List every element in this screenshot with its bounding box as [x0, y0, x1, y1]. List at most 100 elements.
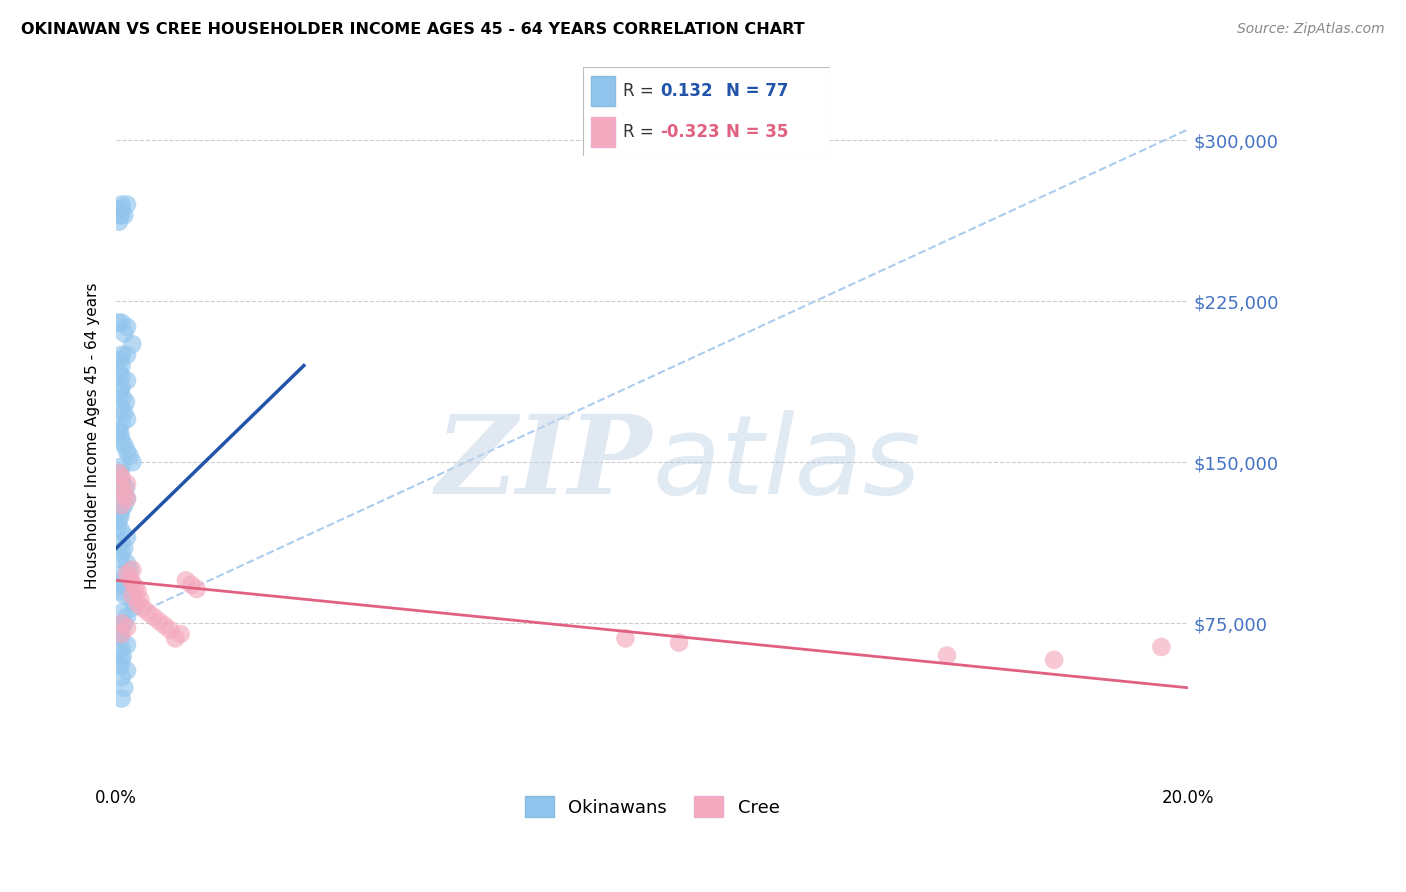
Point	[111, 606, 134, 620]
Point	[153, 618, 176, 632]
Point	[110, 208, 132, 222]
Point	[108, 423, 131, 437]
Point	[936, 648, 959, 663]
Point	[112, 208, 135, 222]
Point	[110, 466, 132, 480]
Point	[111, 316, 134, 330]
Point	[174, 574, 197, 588]
Point	[111, 653, 134, 667]
Point	[124, 599, 146, 614]
Point	[108, 202, 131, 216]
Text: ZIP: ZIP	[436, 409, 652, 517]
FancyBboxPatch shape	[583, 67, 830, 156]
Point	[111, 401, 134, 416]
FancyBboxPatch shape	[591, 76, 616, 106]
Point	[111, 359, 134, 373]
Point	[614, 632, 637, 646]
Point	[110, 552, 132, 566]
Point	[115, 530, 138, 544]
Point	[121, 563, 143, 577]
Point	[110, 508, 132, 523]
Point	[111, 545, 134, 559]
Y-axis label: Householder Income Ages 45 - 64 years: Householder Income Ages 45 - 64 years	[86, 282, 100, 589]
Point	[111, 481, 134, 495]
Point	[111, 691, 134, 706]
Point	[115, 664, 138, 678]
Legend: Okinawans, Cree: Okinawans, Cree	[517, 789, 786, 824]
Text: atlas: atlas	[652, 409, 921, 516]
Point	[124, 580, 146, 594]
Point	[111, 502, 134, 516]
Point	[111, 476, 134, 491]
Point	[1043, 653, 1066, 667]
Point	[115, 476, 138, 491]
Point	[110, 584, 132, 599]
Point	[110, 384, 132, 399]
Point	[111, 627, 134, 641]
Point	[115, 395, 138, 409]
Text: N = 35: N = 35	[725, 123, 789, 141]
Point	[129, 592, 152, 607]
Point	[112, 326, 135, 341]
Text: OKINAWAN VS CREE HOUSEHOLDER INCOME AGES 45 - 64 YEARS CORRELATION CHART: OKINAWAN VS CREE HOUSEHOLDER INCOME AGES…	[21, 22, 804, 37]
Point	[111, 642, 134, 657]
Point	[112, 589, 135, 603]
Point	[111, 648, 134, 663]
Point	[112, 406, 135, 420]
Point	[110, 632, 132, 646]
Point	[148, 614, 170, 628]
Point	[142, 610, 165, 624]
Point	[115, 348, 138, 362]
Point	[118, 571, 141, 585]
Point	[115, 638, 138, 652]
Point	[108, 365, 131, 379]
Text: R =: R =	[623, 123, 654, 141]
Point	[111, 577, 134, 591]
Point	[111, 498, 134, 512]
Point	[110, 427, 132, 442]
Point	[111, 380, 134, 394]
Point	[111, 524, 134, 538]
Point	[132, 601, 155, 615]
Point	[121, 595, 143, 609]
Point	[115, 491, 138, 506]
Point	[112, 487, 135, 501]
Text: Source: ZipAtlas.com: Source: ZipAtlas.com	[1237, 22, 1385, 37]
Point	[115, 481, 138, 495]
Point	[169, 627, 191, 641]
Point	[127, 597, 149, 611]
Point	[111, 487, 134, 501]
Point	[112, 681, 135, 695]
Text: -0.323: -0.323	[659, 123, 720, 141]
Point	[115, 412, 138, 426]
Point	[111, 391, 134, 405]
Point	[115, 444, 138, 458]
Point	[115, 566, 138, 581]
Point	[165, 632, 187, 646]
Point	[186, 582, 208, 596]
Point	[110, 659, 132, 673]
Point	[111, 348, 134, 362]
Point	[108, 574, 131, 588]
Text: R =: R =	[623, 82, 654, 100]
Point	[111, 202, 134, 216]
Text: N = 77: N = 77	[725, 82, 789, 100]
Point	[111, 197, 134, 211]
Point	[138, 606, 160, 620]
Point	[108, 470, 131, 484]
Point	[115, 621, 138, 635]
Point	[121, 575, 143, 590]
Point	[159, 623, 181, 637]
Point	[112, 438, 135, 452]
Point	[108, 466, 131, 480]
Point	[111, 534, 134, 549]
Point	[115, 374, 138, 388]
Point	[108, 627, 131, 641]
Text: 0.132: 0.132	[659, 82, 713, 100]
Point	[111, 670, 134, 684]
Point	[121, 589, 143, 603]
Point	[112, 616, 135, 631]
Point	[121, 455, 143, 469]
Point	[118, 449, 141, 463]
Point	[115, 610, 138, 624]
